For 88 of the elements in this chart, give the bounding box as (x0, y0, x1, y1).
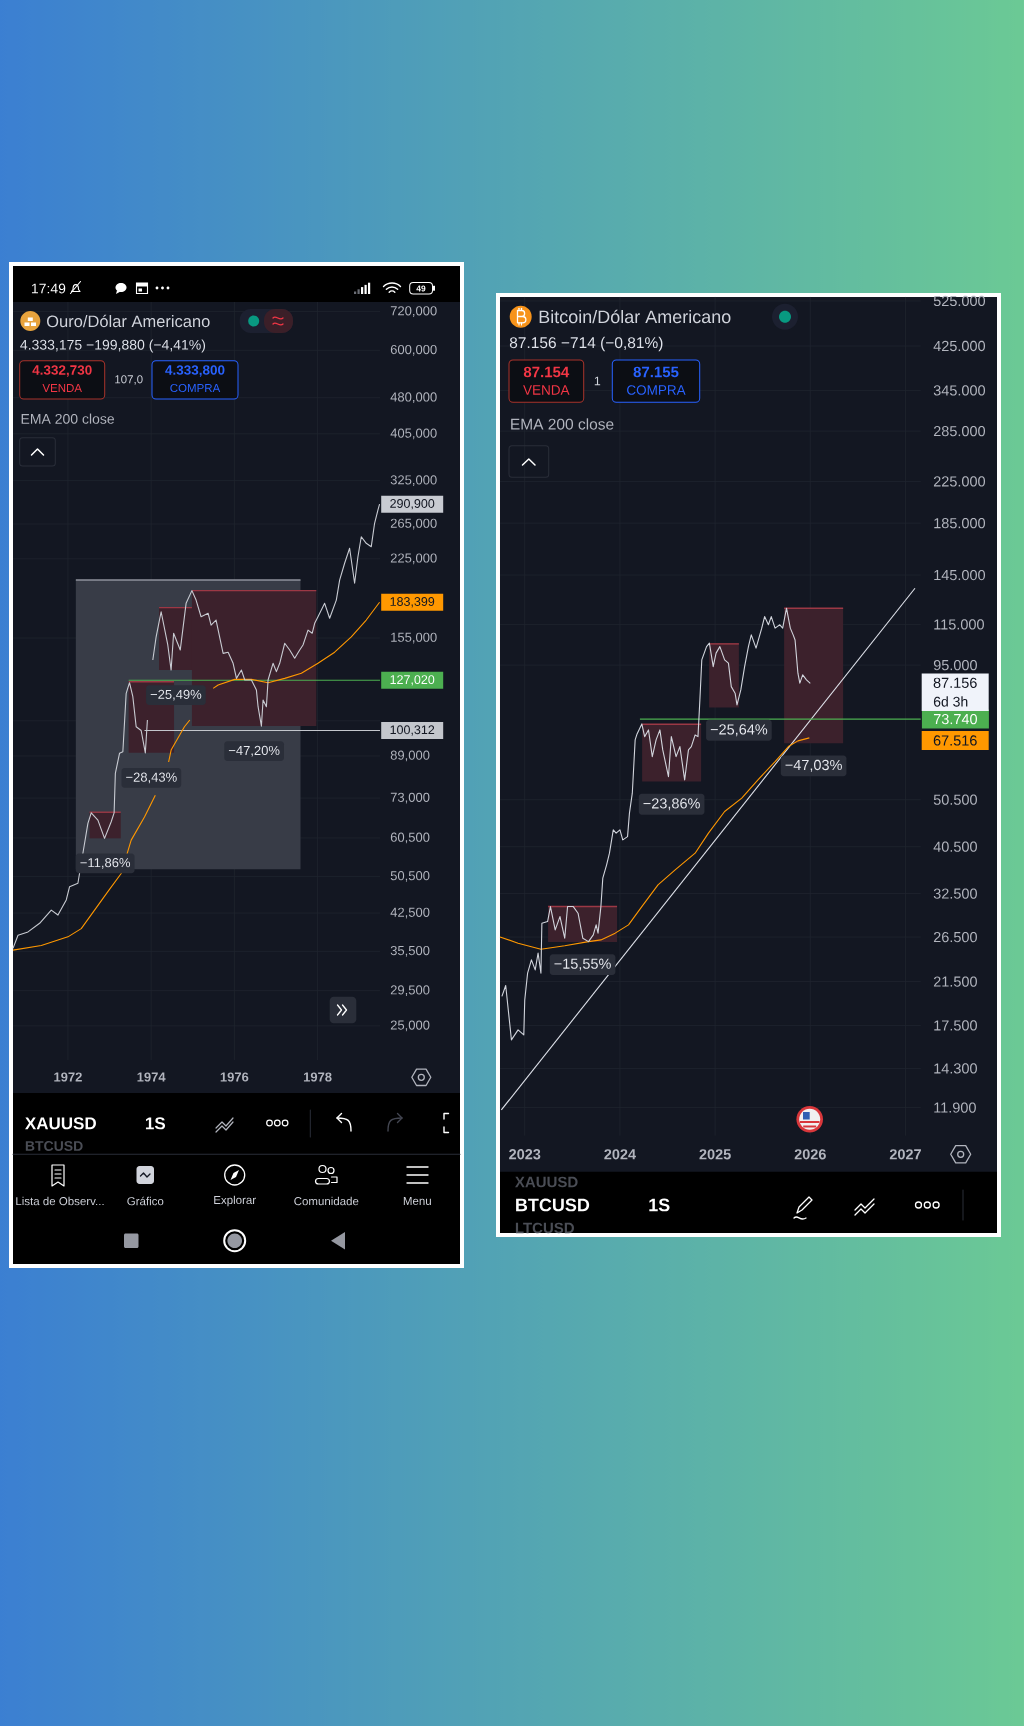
y-tick-label: 17.500 (934, 1020, 977, 1031)
text: Menu (403, 1196, 431, 1205)
x-tick-label: 1976 (220, 1072, 249, 1082)
y-tick-label: 14.300 (934, 1063, 977, 1074)
annotation: −25,64% (710, 724, 768, 737)
x-tick-label: 1972 (54, 1072, 82, 1082)
annotation: −47,03% (785, 759, 842, 772)
text: LTCUSD (515, 1222, 574, 1234)
text: BTCUSD (516, 1198, 590, 1212)
text: 1S (145, 1117, 166, 1130)
y-tick-label: 525.000 (933, 295, 986, 307)
annotation: −11,86% (80, 858, 131, 869)
annotation: EMA 200 close (21, 413, 115, 424)
text: BTCUSD (25, 1141, 83, 1151)
y-tick-label: 26.500 (933, 931, 977, 943)
y-tick-label: 11.900 (934, 1102, 976, 1113)
y-tick-label: 720,000 (390, 306, 437, 317)
text: Comunidade (294, 1196, 359, 1206)
data-label: 73.740 (933, 713, 977, 725)
data-label: 127,020 (390, 675, 435, 686)
annotation: −28,43% (126, 772, 177, 784)
y-tick-label: 600,000 (390, 344, 437, 356)
text: 17:49 (31, 283, 66, 294)
y-tick-label: 50,500 (390, 871, 430, 882)
y-tick-label: 115.000 (934, 619, 984, 630)
x-tick-label: 2026 (794, 1149, 826, 1160)
y-tick-label: 155,000 (391, 632, 437, 644)
text: 87.156 (933, 677, 977, 688)
y-tick-label: 25,000 (390, 1020, 430, 1032)
annotation: 87.155 (633, 366, 679, 378)
annotation: −25,49% (150, 689, 202, 701)
annotation: 87.154 (523, 366, 570, 378)
annotation: EMA 200 close (511, 418, 614, 430)
annotation: COMPRA (627, 385, 686, 395)
annotation: −47,20% (228, 745, 280, 757)
y-tick-label: 73,000 (390, 792, 430, 804)
y-tick-label: 405,000 (390, 428, 437, 440)
annotation: VENDA (42, 384, 82, 392)
y-tick-label: 480,000 (390, 392, 437, 404)
y-tick-label: 35,500 (390, 945, 430, 957)
text: XAUUSD (515, 1176, 578, 1188)
text: 87.156 −714 (−0,81%) (509, 336, 663, 352)
text: 1S (649, 1198, 670, 1212)
annotation: VENDA (523, 385, 570, 395)
y-tick-label: 145.000 (934, 569, 986, 581)
x-tick-label: 2024 (604, 1149, 636, 1160)
annotation: −23,86% (643, 798, 700, 811)
y-tick-label: 225,000 (390, 553, 437, 565)
y-tick-label: 89,000 (390, 750, 430, 762)
text: 49 (416, 285, 426, 292)
annotation: 4.332,730 (32, 365, 92, 377)
y-tick-label: 32.500 (933, 888, 977, 899)
data-label: 183,399 (390, 597, 435, 608)
annotation: −15,55% (554, 958, 611, 971)
annotation: COMPRA (170, 383, 221, 393)
text: XAUUSD (25, 1117, 96, 1130)
annotation: 1 (594, 376, 601, 386)
y-tick-label: 345.000 (933, 385, 986, 396)
text: Lista de Observ... (16, 1196, 104, 1206)
y-tick-label: 185.000 (934, 518, 986, 529)
data-label: 290,900 (390, 499, 435, 510)
y-tick-label: 40.500 (933, 841, 977, 852)
y-tick-label: 425.000 (933, 340, 986, 352)
text: Gráfico (127, 1196, 164, 1206)
y-tick-label: 29,500 (390, 985, 430, 997)
y-tick-label: 42,500 (390, 907, 430, 919)
y-tick-label: 285.000 (933, 425, 986, 437)
y-tick-label: 50.500 (933, 794, 977, 805)
text: 6d 3h (933, 696, 968, 707)
text: 67.516 (933, 735, 977, 746)
y-tick-label: 21.500 (933, 976, 977, 987)
annotation: 107,0 (115, 375, 143, 385)
y-tick-label: 60,500 (390, 832, 430, 844)
y-tick-label: 95.000 (933, 659, 977, 671)
text: 4.333,175 −199,880 (−4,41%) (20, 339, 206, 353)
annotation: 4.333,800 (165, 365, 225, 377)
text: Ouro/Dólar Americano (46, 314, 210, 328)
y-tick-label: 265,000 (390, 518, 437, 530)
x-tick-label: 2023 (509, 1149, 541, 1160)
y-tick-label: 325,000 (390, 475, 437, 486)
x-tick-label: 2027 (889, 1149, 921, 1160)
y-tick-label: 225.000 (933, 476, 986, 487)
data-label: 100,312 (390, 725, 435, 736)
x-tick-label: 1974 (137, 1072, 166, 1082)
x-tick-label: 2025 (699, 1149, 731, 1160)
text: Bitcoin/Dólar Americano (539, 309, 731, 324)
text: Explorar (214, 1195, 256, 1207)
x-tick-label: 1978 (303, 1072, 332, 1082)
